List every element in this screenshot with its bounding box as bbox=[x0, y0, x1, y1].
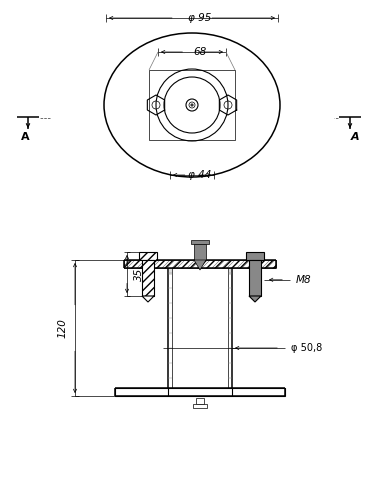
Text: φ 44: φ 44 bbox=[188, 170, 212, 180]
Text: A: A bbox=[351, 132, 359, 142]
Bar bbox=[246, 252, 264, 260]
Bar bbox=[115, 388, 285, 396]
Text: φ 95: φ 95 bbox=[188, 13, 212, 23]
Text: 120: 120 bbox=[58, 318, 68, 338]
Polygon shape bbox=[194, 260, 206, 270]
Bar bbox=[142, 260, 154, 296]
Bar bbox=[115, 388, 285, 396]
Bar bbox=[149, 70, 235, 140]
Text: A: A bbox=[21, 132, 29, 142]
Bar bbox=[124, 260, 276, 268]
Ellipse shape bbox=[104, 33, 280, 177]
Bar bbox=[124, 260, 276, 268]
Bar bbox=[194, 244, 206, 260]
Bar bbox=[139, 252, 157, 260]
Bar bbox=[191, 240, 209, 244]
Bar bbox=[196, 398, 204, 404]
Bar bbox=[249, 260, 261, 296]
Text: 35: 35 bbox=[134, 268, 144, 280]
Text: 68: 68 bbox=[194, 47, 207, 57]
Polygon shape bbox=[249, 296, 261, 302]
Bar bbox=[193, 404, 207, 408]
Text: φ 50,8: φ 50,8 bbox=[291, 343, 323, 353]
Circle shape bbox=[191, 104, 193, 106]
Text: M8: M8 bbox=[296, 275, 312, 285]
Polygon shape bbox=[142, 296, 154, 302]
